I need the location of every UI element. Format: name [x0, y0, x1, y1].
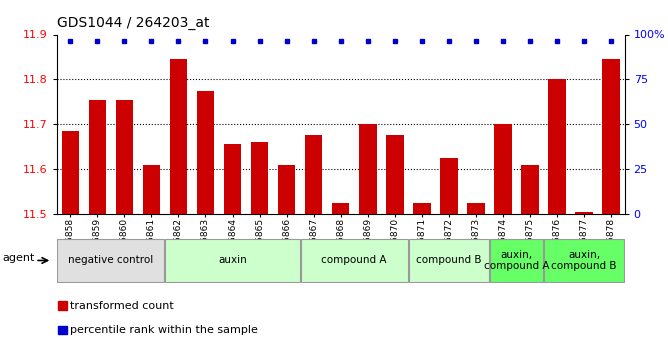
Bar [166, 239, 299, 282]
Bar [89, 99, 106, 214]
Text: auxin: auxin [218, 256, 247, 265]
Bar [116, 99, 133, 214]
Bar [413, 203, 431, 214]
Text: negative control: negative control [68, 256, 154, 265]
Bar [170, 59, 187, 214]
Bar [440, 158, 458, 214]
Bar [301, 239, 407, 282]
Bar [224, 144, 241, 214]
Text: agent: agent [3, 253, 35, 263]
Bar [490, 239, 543, 282]
Bar [548, 79, 566, 214]
Bar [61, 131, 79, 214]
Bar [59, 326, 67, 334]
Bar [143, 165, 160, 214]
Bar [332, 203, 349, 214]
Bar [386, 135, 403, 214]
Text: compound B: compound B [416, 256, 482, 265]
Bar [250, 142, 269, 214]
Bar [603, 59, 620, 214]
Bar [409, 239, 489, 282]
Bar [467, 203, 485, 214]
Bar [196, 90, 214, 214]
Text: auxin,
compound A: auxin, compound A [484, 250, 549, 271]
Bar [521, 165, 538, 214]
Bar [359, 124, 377, 214]
Text: compound A: compound A [321, 256, 387, 265]
Text: auxin,
compound B: auxin, compound B [551, 250, 617, 271]
Bar [305, 135, 323, 214]
Bar [544, 239, 624, 282]
Text: transformed count: transformed count [70, 301, 174, 311]
Bar [575, 211, 593, 214]
Bar [59, 302, 67, 310]
Text: percentile rank within the sample: percentile rank within the sample [70, 325, 259, 335]
Text: GDS1044 / 264203_at: GDS1044 / 264203_at [57, 16, 209, 30]
Bar [278, 165, 295, 214]
Bar [494, 124, 512, 214]
Bar [57, 239, 164, 282]
